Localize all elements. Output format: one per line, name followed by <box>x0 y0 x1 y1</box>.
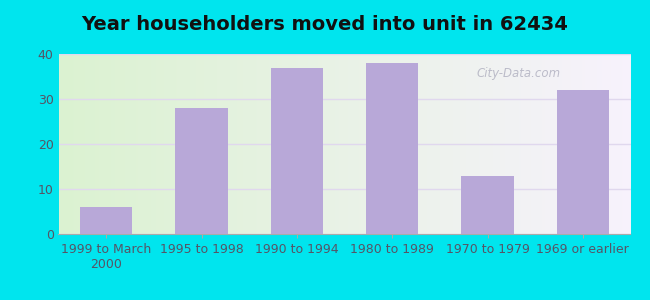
Bar <box>80 207 133 234</box>
Bar <box>176 108 227 234</box>
Text: Year householders moved into unit in 62434: Year householders moved into unit in 624… <box>81 15 569 34</box>
Bar <box>556 90 609 234</box>
Bar <box>270 68 323 234</box>
Text: City-Data.com: City-Data.com <box>476 67 560 80</box>
Bar <box>462 176 514 234</box>
Bar <box>366 63 419 234</box>
